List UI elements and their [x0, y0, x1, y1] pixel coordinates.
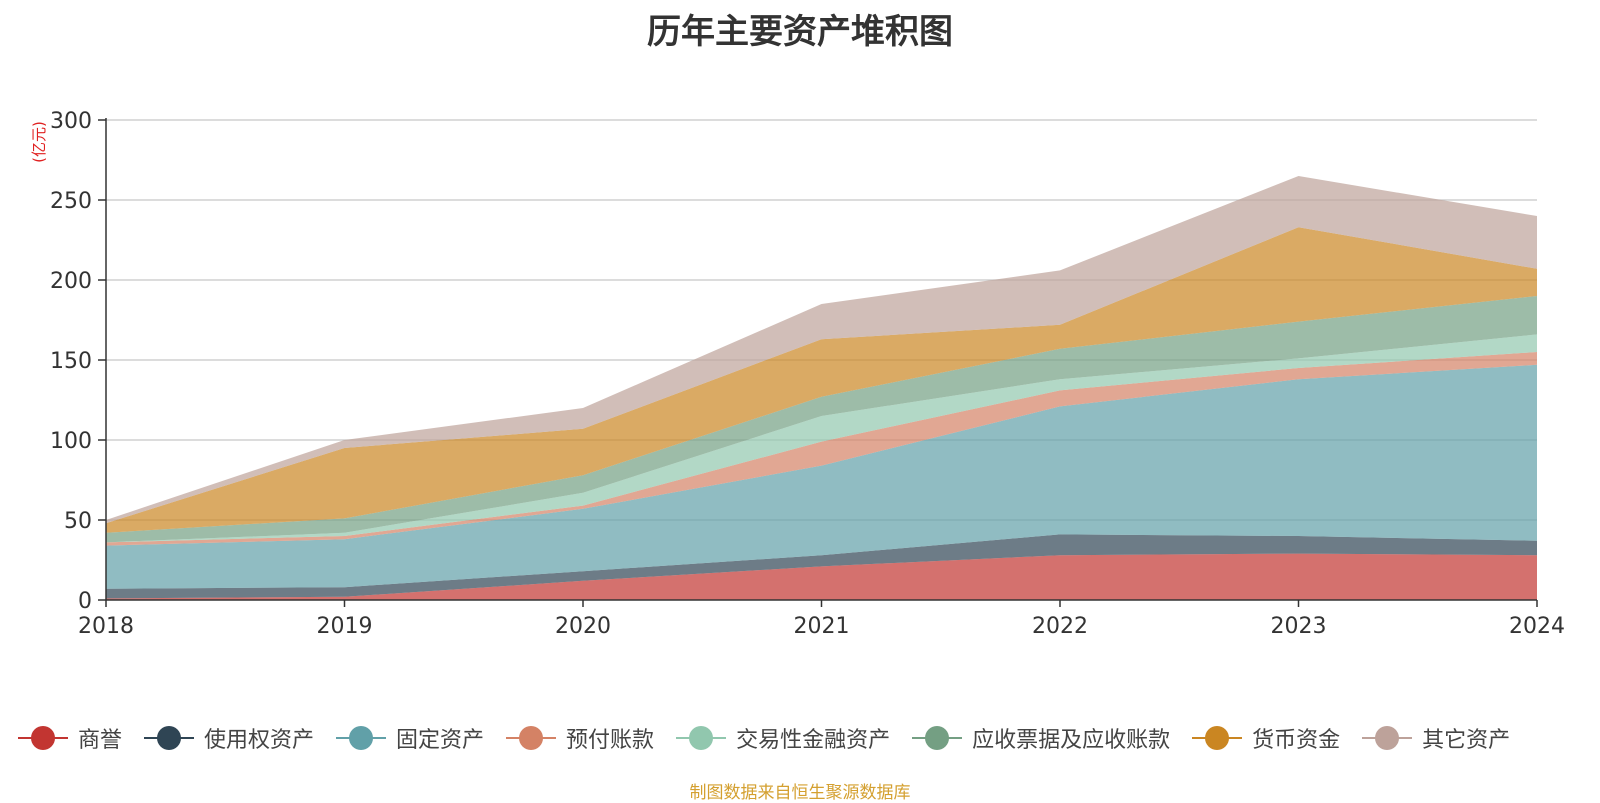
x-tick-label: 2021: [794, 614, 850, 639]
legend-marker-icon: [18, 726, 68, 750]
legend-item-6[interactable]: 应收票据及应收账款: [912, 722, 1170, 754]
legend-label: 货币资金: [1252, 728, 1341, 753]
legend-label: 应收票据及应收账款: [972, 728, 1171, 753]
area-series-6: [106, 296, 1537, 543]
y-tick-label: 250: [50, 189, 92, 214]
y-tick-label: 300: [50, 109, 92, 134]
legend-marker-icon: [676, 726, 727, 750]
legend-item-3[interactable]: 固定资产: [336, 722, 484, 754]
legend-label: 其它资产: [1422, 728, 1511, 753]
legend-label: 固定资产: [396, 728, 485, 753]
x-tick-label: 2020: [555, 614, 611, 639]
legend-item-5[interactable]: 交易性金融资产: [676, 722, 890, 754]
axis-layer: 0 50 100 150 200 250 300 2018 2019 2020 2021 2022 20…: [50, 109, 1565, 639]
y-tick-label: 0: [78, 589, 92, 614]
legend-marker-icon: [1362, 726, 1413, 750]
legend-marker-icon: [144, 726, 195, 750]
legend-label: 交易性金融资产: [736, 728, 891, 753]
legend-marker-icon: [506, 726, 557, 750]
x-tick-label: 2018: [78, 614, 134, 639]
y-tick-label: 200: [50, 269, 92, 294]
chart-title: 历年主要资产堆积图: [647, 12, 953, 52]
area-series-2: [106, 534, 1537, 599]
area-series-5: [106, 334, 1537, 543]
legend-marker-icon: [912, 726, 963, 750]
legend-label: 商誉: [78, 728, 123, 753]
y-tick-label: 50: [64, 509, 92, 534]
source-note: 制图数据来自恒生聚源数据库: [689, 783, 911, 803]
legend: 商誉 使用权资产 固定资产 预付账款 交易性金融资产 应收票据及应收账款 货币资金 其它资产: [18, 720, 1588, 756]
x-tick-label: 2019: [317, 614, 373, 639]
legend-item-2[interactable]: 使用权资产: [144, 722, 314, 754]
legend-item-1[interactable]: 商誉: [18, 722, 122, 754]
area-series-8: [106, 176, 1537, 524]
y-tick-label: 100: [50, 429, 92, 454]
x-tick-label: 2023: [1271, 614, 1327, 639]
area-layer: [106, 176, 1537, 600]
legend-label: 预付账款: [566, 728, 655, 753]
legend-marker-icon: [336, 726, 387, 750]
area-series-7: [106, 227, 1537, 533]
legend-item-7[interactable]: 货币资金: [1192, 722, 1340, 754]
area-series-3: [106, 364, 1537, 589]
legend-marker-icon: [1192, 726, 1243, 750]
legend-item-4[interactable]: 预付账款: [506, 722, 654, 754]
y-unit-label: (亿元): [30, 121, 48, 163]
y-tick-label: 150: [50, 349, 92, 374]
legend-label: 使用权资产: [204, 728, 315, 753]
area-series-1: [106, 553, 1537, 600]
area-series-4: [106, 352, 1537, 546]
x-tick-label: 2022: [1032, 614, 1088, 639]
legend-item-8[interactable]: 其它资产: [1362, 722, 1510, 754]
x-tick-label: 2024: [1509, 614, 1565, 639]
